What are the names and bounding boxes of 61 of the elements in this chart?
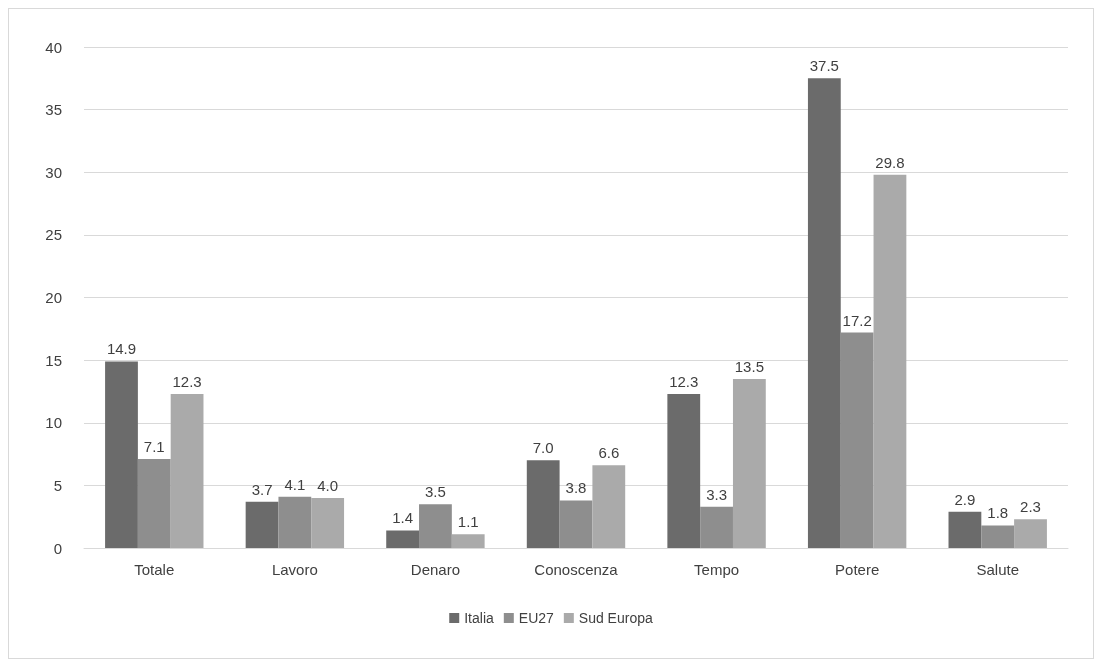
bar xyxy=(948,511,982,548)
legend-label: Sud Europa xyxy=(578,610,653,626)
bar xyxy=(592,465,626,548)
bar xyxy=(559,500,593,548)
data-label: 7.0 xyxy=(532,439,554,457)
y-tick-label: 0 xyxy=(53,539,62,557)
data-label: 12.3 xyxy=(172,372,202,390)
y-tick-label: 5 xyxy=(53,476,62,494)
bar xyxy=(386,530,420,548)
bar xyxy=(170,393,204,548)
y-tick-label: 40 xyxy=(45,38,62,56)
y-tick-label: 30 xyxy=(45,163,62,181)
data-label: 37.5 xyxy=(809,57,839,75)
y-tick-label: 35 xyxy=(45,101,62,119)
y-tick-label: 15 xyxy=(45,351,62,369)
y-tick-label: 25 xyxy=(45,226,62,244)
data-label: 13.5 xyxy=(734,357,764,375)
x-tick-label: Lavoro xyxy=(271,561,318,578)
bar xyxy=(732,378,766,548)
bar xyxy=(873,174,907,548)
legend-label: EU27 xyxy=(518,610,555,626)
bar xyxy=(526,460,560,548)
data-label: 3.7 xyxy=(251,480,273,498)
data-label: 1.1 xyxy=(457,513,479,531)
legend-label: Italia xyxy=(464,610,495,626)
bar xyxy=(807,78,841,548)
bar xyxy=(311,497,345,548)
bar xyxy=(278,496,312,548)
x-tick-label: Potere xyxy=(835,561,880,578)
y-tick-label: 20 xyxy=(45,289,62,306)
data-label: 29.8 xyxy=(875,153,905,171)
x-tick-label: Conoscenza xyxy=(534,561,619,578)
data-label: 6.6 xyxy=(598,444,620,462)
x-tick-label: Totale xyxy=(134,561,175,578)
data-label: 14.9 xyxy=(106,340,137,358)
data-label: 17.2 xyxy=(842,311,872,329)
data-label: 12.3 xyxy=(669,372,699,390)
data-label: 4.1 xyxy=(284,475,306,493)
bar xyxy=(667,393,701,548)
x-tick-label: Denaro xyxy=(410,561,461,578)
bar xyxy=(137,459,171,548)
bar xyxy=(105,361,138,548)
data-label: 4.0 xyxy=(317,476,339,494)
data-label: 3.5 xyxy=(425,483,446,501)
data-label: 1.8 xyxy=(987,504,1009,522)
data-label: 2.3 xyxy=(1020,498,1041,516)
bar xyxy=(700,506,733,548)
bar xyxy=(245,501,279,548)
x-tick-label: Salute xyxy=(976,561,1019,578)
y-tick-label: 10 xyxy=(45,414,62,432)
bar xyxy=(840,332,874,548)
bar xyxy=(419,504,452,548)
bar xyxy=(451,534,485,548)
data-label: 3.8 xyxy=(565,479,587,497)
data-label: 2.9 xyxy=(954,490,976,508)
x-tick-label: Tempo xyxy=(694,561,740,578)
bar xyxy=(981,525,1015,548)
data-label: 3.3 xyxy=(706,485,727,503)
data-label: 7.1 xyxy=(143,438,165,456)
bar xyxy=(1014,519,1047,548)
data-label: 1.4 xyxy=(392,509,414,527)
